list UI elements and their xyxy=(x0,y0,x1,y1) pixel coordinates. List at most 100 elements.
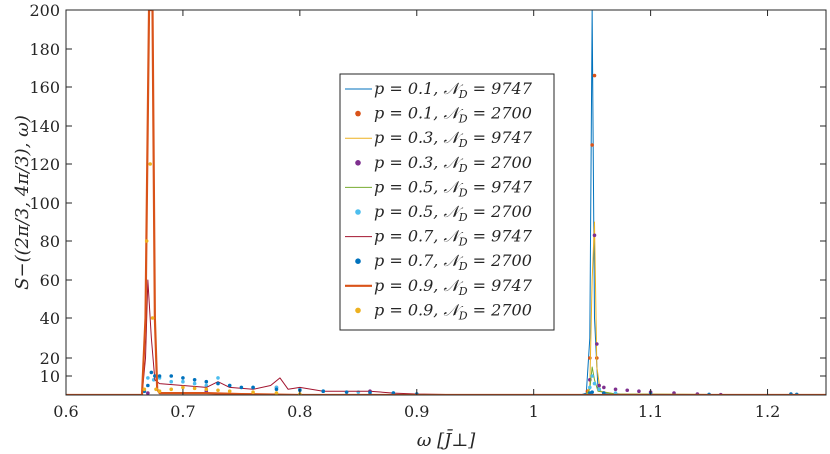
data-point xyxy=(204,379,209,384)
y-tick-label: 180 xyxy=(29,40,60,59)
data-point xyxy=(181,379,185,384)
series-10 xyxy=(142,162,302,395)
legend-entry: p = 0.3, 𝒩D = 2700 xyxy=(355,153,532,175)
data-point xyxy=(590,143,594,147)
legend-entry: p = 0.9, 𝒩D = 9747 xyxy=(345,276,533,298)
data-point xyxy=(227,389,232,394)
legend-dot-swatch xyxy=(355,258,361,265)
y-axis-label: S−((2π/3, 4π/3), ω) xyxy=(12,115,33,290)
legend-label: p = 0.3, 𝒩D = 2700 xyxy=(374,153,532,175)
legend-label: p = 0.9, 𝒩D = 2700 xyxy=(374,300,532,322)
legend-entry: p = 0.7, 𝒩D = 2700 xyxy=(355,251,532,273)
data-point xyxy=(192,378,197,382)
data-point xyxy=(344,390,349,394)
legend-entry: p = 0.5, 𝒩D = 2700 xyxy=(355,202,532,224)
data-point xyxy=(146,376,150,380)
x-tick-label: 0.6 xyxy=(53,402,78,421)
data-point xyxy=(602,385,606,390)
y-tick-label: 140 xyxy=(29,117,60,136)
data-point xyxy=(192,381,197,386)
data-point xyxy=(227,383,232,388)
data-point xyxy=(239,385,244,390)
legend-dot-swatch xyxy=(355,209,361,215)
legend-entry: p = 0.1, 𝒩D = 2700 xyxy=(355,104,532,126)
data-point xyxy=(216,381,220,386)
data-point xyxy=(181,385,185,390)
data-point xyxy=(595,342,599,346)
x-axis-label: ω [J̄⊥] xyxy=(417,428,477,451)
series-8 xyxy=(142,370,799,395)
legend-label: p = 0.9, 𝒩D = 9747 xyxy=(374,276,533,298)
data-point xyxy=(597,387,601,392)
data-point xyxy=(169,379,174,384)
legend-entry: p = 0.7, 𝒩D = 9747 xyxy=(345,227,533,249)
data-point xyxy=(216,388,220,393)
data-point xyxy=(149,370,154,375)
y-tick-label: 40 xyxy=(40,309,60,328)
legend-entry: p = 0.9, 𝒩D = 2700 xyxy=(355,300,532,322)
data-point xyxy=(154,387,158,392)
data-point xyxy=(588,356,592,360)
data-point xyxy=(588,385,592,390)
legend-dot-swatch xyxy=(355,307,361,314)
data-point xyxy=(274,387,279,392)
legend-entry: p = 0.1, 𝒩D = 9747 xyxy=(345,79,533,101)
data-point xyxy=(251,385,255,390)
data-point xyxy=(148,162,152,166)
data-point xyxy=(157,389,162,394)
series-5 xyxy=(66,366,826,395)
data-point xyxy=(613,387,618,392)
data-point xyxy=(146,391,150,395)
y-tick-label: 120 xyxy=(29,155,60,174)
y-tick-label: 100 xyxy=(29,194,60,213)
series-line xyxy=(66,366,826,395)
legend-entry: p = 0.3, 𝒩D = 9747 xyxy=(345,128,533,150)
data-point xyxy=(181,376,185,380)
data-point xyxy=(251,390,255,394)
x-axis-ticks: 0.6 0.7 0.8 0.9 1 1.1 1.2 xyxy=(53,10,780,421)
legend-dot-swatch xyxy=(355,110,361,117)
data-point xyxy=(146,383,150,388)
x-tick-label: 0.9 xyxy=(404,402,429,421)
data-point xyxy=(169,374,174,378)
y-tick-label: 20 xyxy=(40,349,60,368)
data-point xyxy=(169,387,174,392)
legend-entry: p = 0.5, 𝒩D = 9747 xyxy=(345,177,533,199)
data-point xyxy=(216,376,220,380)
data-point xyxy=(150,316,155,320)
x-tick-label: 1 xyxy=(529,402,539,421)
data-point xyxy=(204,383,209,388)
y-tick-label: 10 xyxy=(40,367,60,386)
y-tick-label: 60 xyxy=(40,271,60,290)
x-tick-label: 1.2 xyxy=(755,402,780,421)
data-point xyxy=(204,387,209,392)
legend-dot-swatch xyxy=(355,160,361,166)
y-tick-label: 200 xyxy=(29,1,60,20)
x-tick-label: 1.1 xyxy=(638,402,663,421)
x-tick-label: 0.8 xyxy=(287,402,312,421)
data-point xyxy=(625,388,630,393)
legend-label: p = 0.5, 𝒩D = 9747 xyxy=(374,177,533,199)
data-point xyxy=(592,381,597,386)
data-point xyxy=(157,374,162,378)
y-tick-label: 160 xyxy=(29,78,60,97)
data-point xyxy=(590,390,594,394)
data-point xyxy=(192,386,197,391)
data-point xyxy=(597,383,601,388)
y-tick-label: 80 xyxy=(40,232,60,251)
legend-box xyxy=(339,73,555,331)
legend-label: p = 0.3, 𝒩D = 9747 xyxy=(374,128,533,150)
legend-label: p = 0.7, 𝒩D = 2700 xyxy=(374,251,532,273)
data-point xyxy=(321,389,326,394)
legend-label: p = 0.7, 𝒩D = 9747 xyxy=(374,227,533,249)
data-point xyxy=(144,239,149,243)
data-point xyxy=(142,387,147,392)
x-tick-label: 0.7 xyxy=(170,402,195,421)
data-point xyxy=(368,390,372,395)
data-point xyxy=(590,374,594,378)
data-point xyxy=(274,391,279,395)
legend-label: p = 0.1, 𝒩D = 9747 xyxy=(374,79,533,101)
